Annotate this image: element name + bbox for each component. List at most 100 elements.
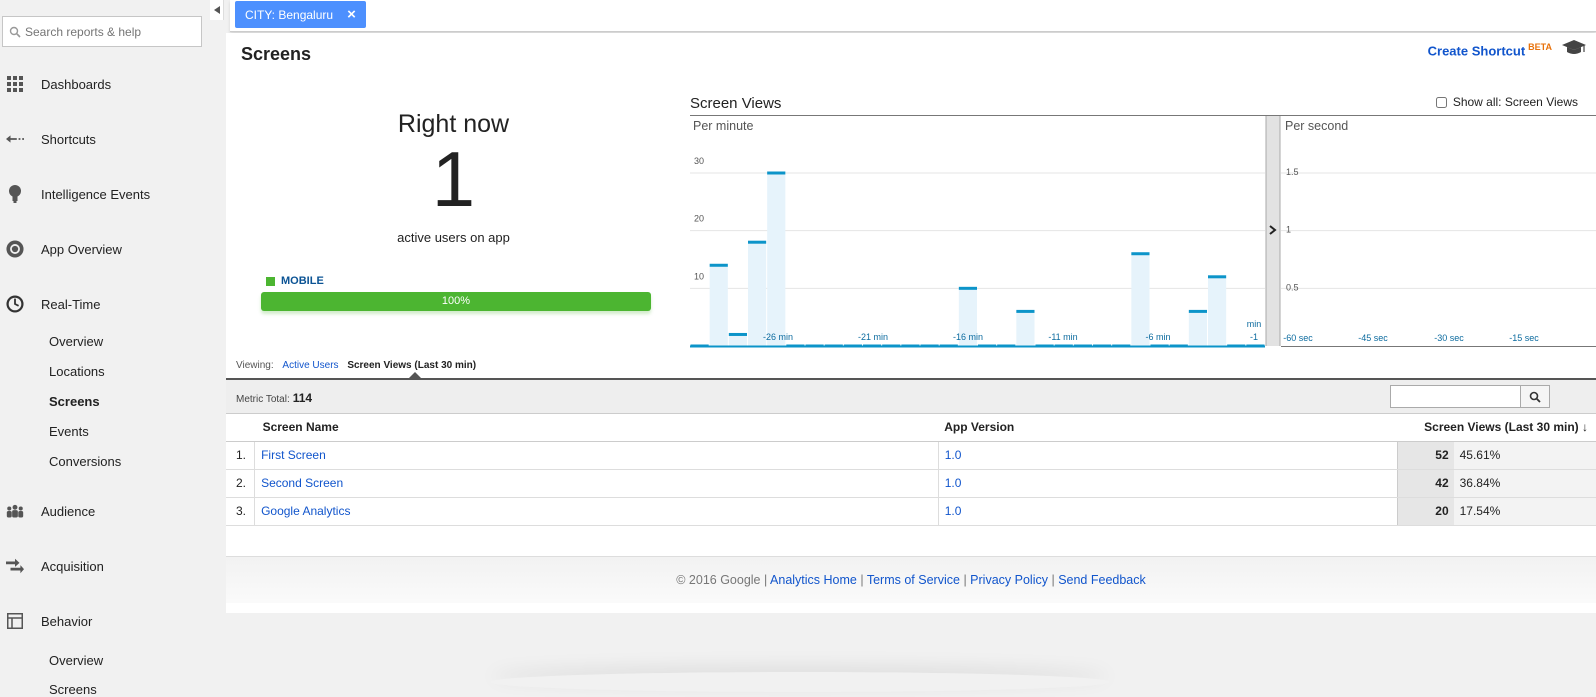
subnav-locations[interactable]: Locations <box>49 364 105 379</box>
x-tick-label: -6 min <box>1145 332 1170 342</box>
nav-label: Shortcuts <box>41 131 96 147</box>
device-share-bar: 100% <box>261 292 651 311</box>
header-app-version[interactable]: App Version <box>938 414 1398 442</box>
app-version-link[interactable]: 1.0 <box>944 448 962 462</box>
search-icon <box>1529 391 1541 403</box>
per-minute-label: Per minute <box>693 119 753 133</box>
subnav-behavior-overview[interactable]: Overview <box>49 653 104 668</box>
screen-name-link[interactable]: Second Screen <box>261 476 344 490</box>
nav-label: Audience <box>41 503 96 519</box>
screen-name-link[interactable]: Google Analytics <box>261 504 351 518</box>
nav-app-overview[interactable]: App Overview <box>0 229 224 269</box>
viewing-label: Viewing: <box>236 360 274 371</box>
chevron-right-icon <box>1269 225 1277 235</box>
x-tick-label: -15 sec <box>1509 333 1539 343</box>
subnav-behavior-screens[interactable]: Screens <box>49 682 97 697</box>
nav-label: Behavior <box>41 613 93 629</box>
footer-link-privacy[interactable]: Privacy Policy <box>970 573 1048 587</box>
metric-value: 114 <box>292 391 313 405</box>
footer-link-feedback[interactable]: Send Feedback <box>1058 573 1146 587</box>
x-tick-label: -30 sec <box>1434 333 1464 343</box>
filter-value: Bengaluru <box>278 7 334 22</box>
city-filter-chip[interactable]: CITY: Bengaluru × <box>235 1 366 28</box>
metric-label: Metric Total: <box>236 394 290 405</box>
bar <box>709 265 728 346</box>
header-screen-name[interactable]: Screen Name <box>254 414 939 442</box>
filter-bar: CITY: Bengaluru × <box>230 0 1596 32</box>
active-users-count: 1 <box>431 135 476 223</box>
nav-audience[interactable]: Audience <box>0 491 224 531</box>
screen-name-cell: First Screen <box>254 441 939 470</box>
app-version-link[interactable]: 1.0 <box>944 504 962 518</box>
clock-icon <box>6 295 24 313</box>
nav-real-time[interactable]: Real-Time <box>0 284 224 324</box>
row-number-header <box>226 414 255 442</box>
footer-link-analytics-home[interactable]: Analytics Home <box>770 573 857 587</box>
close-icon[interactable]: × <box>347 6 356 23</box>
footer-separator: | <box>1051 573 1055 587</box>
nav-dashboards[interactable]: Dashboards <box>0 64 224 104</box>
caret-left-icon <box>213 6 220 14</box>
x-tick-label: min <box>1247 319 1262 329</box>
table-row: 3. Google Analytics 1.0 20 17.54% <box>226 497 1596 526</box>
subnav-conversions[interactable]: Conversions <box>49 454 122 469</box>
table-row: 2. Second Screen 1.0 42 36.84% <box>226 469 1596 498</box>
screen-name-cell: Google Analytics <box>254 497 939 526</box>
search-box[interactable] <box>2 16 202 47</box>
page-title: Screens <box>241 44 312 64</box>
nav-label: Dashboards <box>41 76 112 92</box>
x-tick-label: -16 min <box>953 332 983 342</box>
footer-separator: | <box>860 573 864 587</box>
shortcut-arrow-icon <box>6 130 24 148</box>
show-all-toggle[interactable]: Show all: Screen Views <box>1435 95 1578 109</box>
nav-shortcuts[interactable]: Shortcuts <box>0 119 224 159</box>
nav-intelligence-events[interactable]: Intelligence Events <box>0 174 224 214</box>
collapse-sidebar-button[interactable] <box>210 0 224 20</box>
nav-label: Acquisition <box>41 558 104 574</box>
x-tick-label: -45 sec <box>1358 333 1388 343</box>
row-number: 1. <box>226 441 256 470</box>
y-tick-label: 1 <box>1286 225 1291 235</box>
nav-label: App Overview <box>41 241 122 257</box>
x-tick-label: -26 min <box>763 332 793 342</box>
target-icon <box>6 240 24 258</box>
divider <box>226 378 1596 380</box>
nav-behavior[interactable]: Behavior <box>0 601 224 641</box>
app-version-cell: 1.0 <box>937 469 1398 498</box>
table-row: 1. First Screen 1.0 52 45.61% <box>226 441 1596 470</box>
search-icon <box>9 26 21 38</box>
subnav-screens[interactable]: Screens <box>49 394 100 409</box>
subnav-overview[interactable]: Overview <box>49 334 104 349</box>
x-tick-label: -60 sec <box>1283 333 1313 343</box>
behavior-icon <box>6 612 24 630</box>
nav-acquisition[interactable]: Acquisition <box>0 546 224 586</box>
search-input[interactable] <box>25 24 195 39</box>
table-search-button[interactable] <box>1520 385 1550 408</box>
bar <box>748 242 767 346</box>
views-count: 52 <box>1397 441 1454 470</box>
grid-icon <box>6 75 24 93</box>
show-all-checkbox[interactable] <box>1435 96 1447 108</box>
views-percent: 36.84% <box>1453 469 1596 498</box>
views-percent: 17.54% <box>1453 497 1596 526</box>
row-number: 2. <box>226 469 256 498</box>
header-screen-views[interactable]: Screen Views (Last 30 min) ↓ <box>1397 414 1596 442</box>
x-tick-label: -1 <box>1250 332 1258 342</box>
subnav-events[interactable]: Events <box>49 424 89 439</box>
footer-link-terms[interactable]: Terms of Service <box>866 573 960 587</box>
y-tick-label: 1.5 <box>1286 167 1299 177</box>
graduation-cap-icon[interactable] <box>1562 38 1586 56</box>
app-version-link[interactable]: 1.0 <box>944 476 962 490</box>
per-second-label: Per second <box>1285 119 1348 133</box>
y-tick-label: 30 <box>694 156 704 166</box>
bar <box>728 334 747 346</box>
viewing-screen-views[interactable]: Screen Views (Last 30 min) <box>347 360 477 371</box>
bar <box>958 288 977 346</box>
create-shortcut-link[interactable]: Create Shortcut BETA <box>1428 42 1552 58</box>
metric-total-bar: Metric Total: 114 <box>226 380 1596 414</box>
app-version-cell: 1.0 <box>937 497 1398 526</box>
viewing-active-users[interactable]: Active Users <box>282 360 339 371</box>
device-legend: MOBILE <box>266 275 324 287</box>
screen-name-link[interactable]: First Screen <box>261 448 326 462</box>
